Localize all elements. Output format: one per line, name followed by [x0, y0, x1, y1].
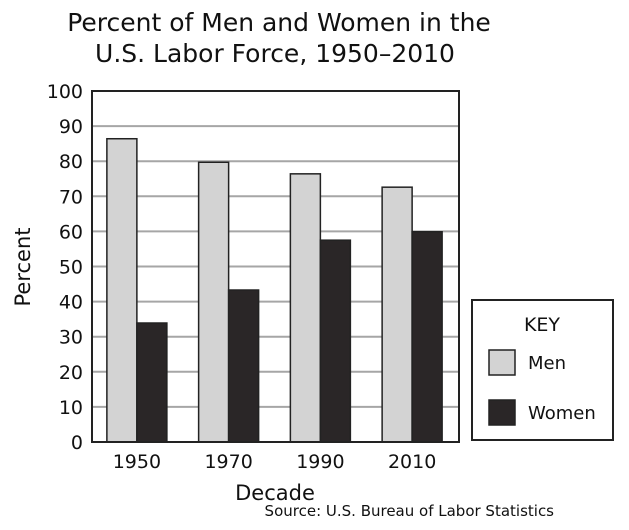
- legend-label-women: Women: [528, 403, 596, 424]
- bar-women-1990: [319, 239, 352, 443]
- y-tick-label: 60: [59, 221, 83, 243]
- y-axis-label: Percent: [11, 227, 35, 306]
- legend-label-men: Men: [528, 353, 566, 374]
- bar-men-1970: [197, 161, 230, 443]
- bars: [106, 137, 443, 443]
- y-tick-labels: 0 10 20 30 40 50 60 70 80 90 100: [47, 81, 83, 454]
- legend-title: KEY: [524, 314, 560, 336]
- bar-men-1990: [289, 173, 322, 443]
- legend-swatch-men: [488, 349, 516, 376]
- source-note: Source: U.S. Bureau of Labor Statistics: [265, 502, 555, 520]
- y-tick-label: 20: [59, 362, 83, 384]
- bar-men-2010: [381, 186, 413, 443]
- x-tick-label: 1990: [296, 451, 344, 473]
- y-tick-label: 70: [59, 186, 83, 208]
- chart-title-line-1: Percent of Men and Women in the: [67, 8, 491, 37]
- y-tick-label: 30: [59, 327, 83, 349]
- y-tick-label: 90: [59, 116, 83, 138]
- y-tick-label: 80: [59, 151, 83, 173]
- chart-title-line-2: U.S. Labor Force, 1950–2010: [95, 39, 455, 68]
- legend: KEY Men Women: [471, 299, 614, 441]
- bar-women-1950: [136, 322, 168, 443]
- y-tick-label: 50: [59, 257, 83, 279]
- legend-swatch-women: [488, 399, 516, 426]
- bar-women-1970: [227, 289, 260, 443]
- x-tick-label: 1950: [113, 451, 161, 473]
- y-tick-label: 100: [47, 81, 83, 103]
- bar-men-1950: [106, 137, 138, 443]
- x-tick-label: 2010: [388, 451, 436, 473]
- x-tick-labels: 1950 1970 1990 2010: [113, 451, 437, 473]
- x-tick-label: 1970: [204, 451, 252, 473]
- bar-women-2010: [411, 231, 443, 443]
- y-tick-label: 40: [59, 292, 83, 314]
- y-tick-label: 0: [71, 432, 83, 454]
- y-tick-label: 10: [59, 397, 83, 419]
- x-axis-label: Decade: [235, 481, 315, 505]
- plot-frame: [91, 90, 460, 443]
